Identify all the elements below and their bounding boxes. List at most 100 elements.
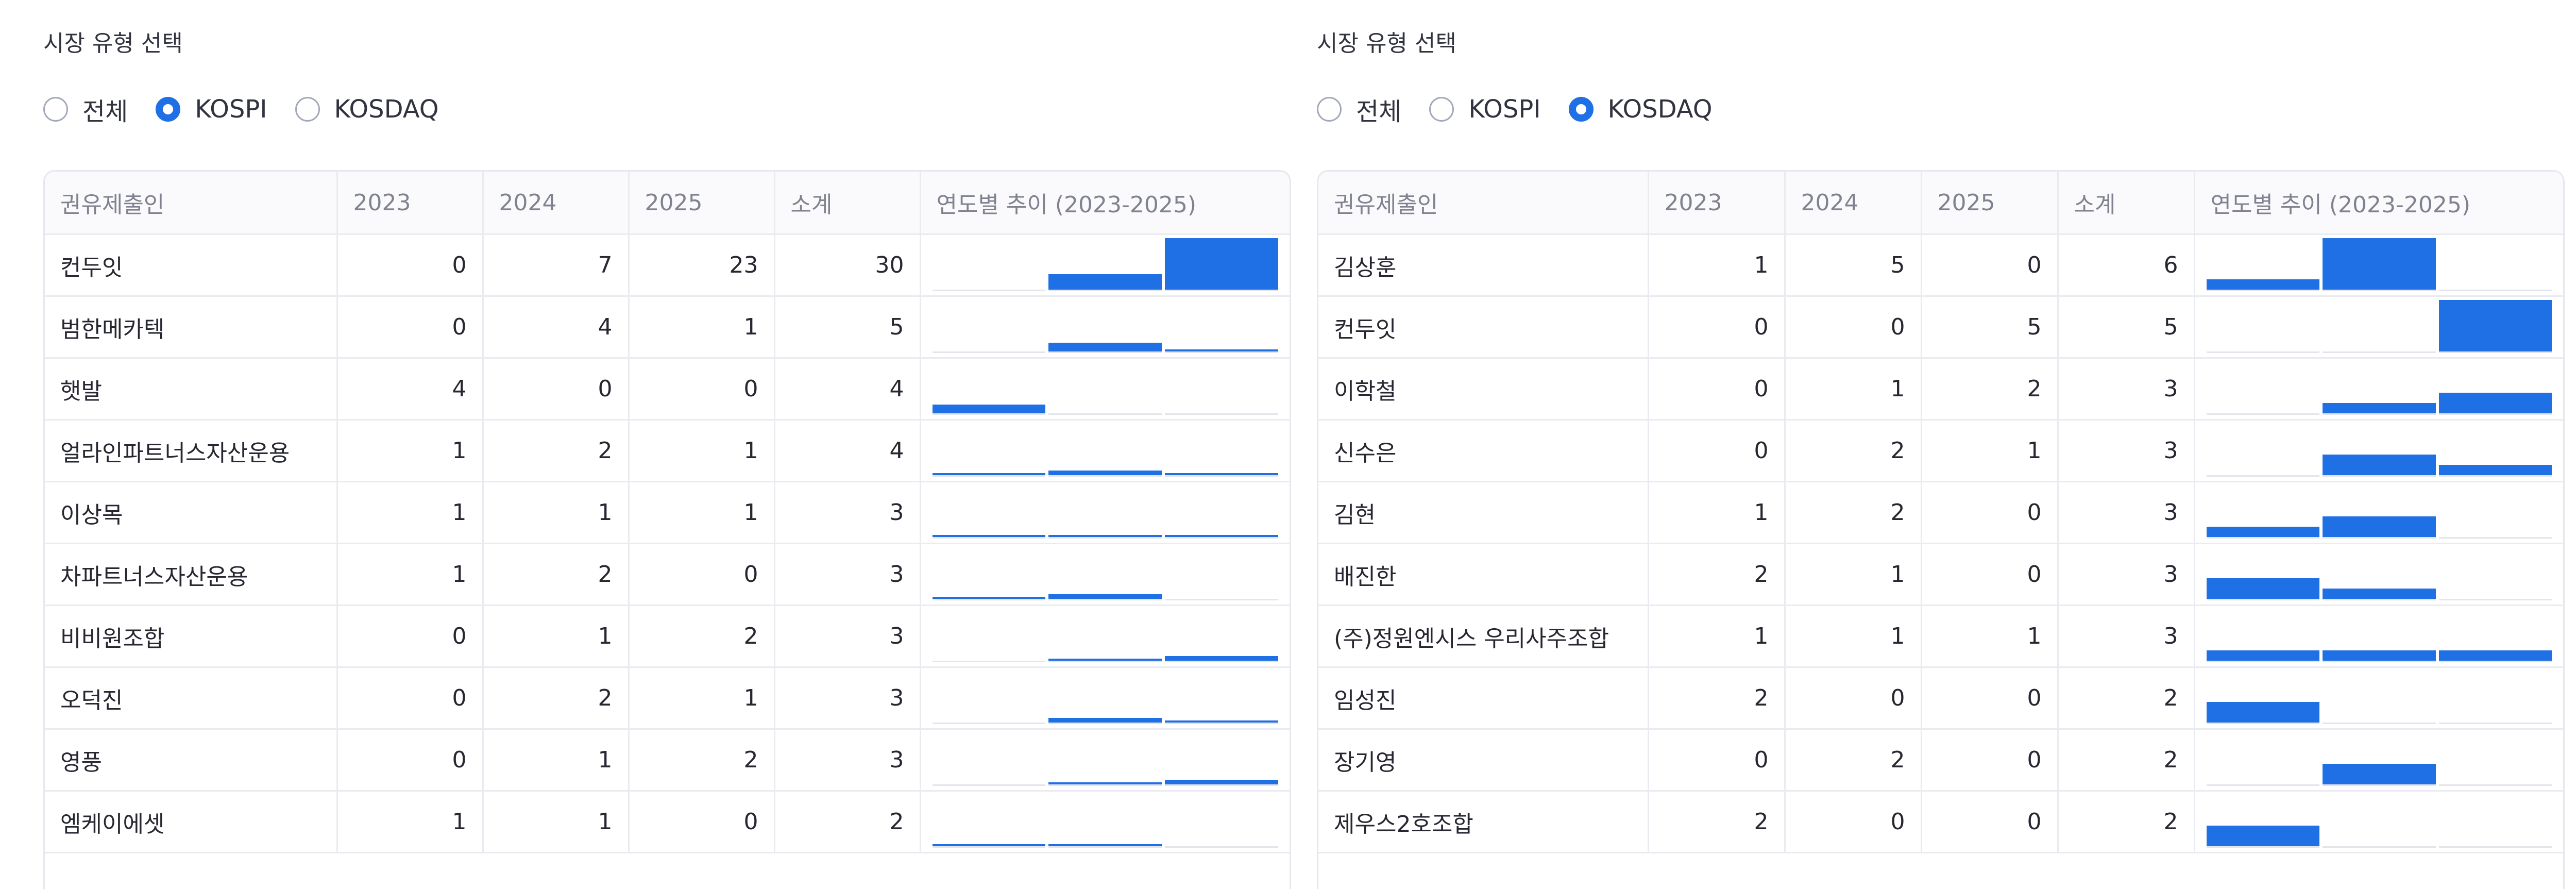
sparkline-bar-2023 [2206, 701, 2319, 723]
subtotal-cell: 3 [774, 543, 921, 606]
sparkline-slot-2024 [2323, 362, 2436, 415]
table-row[interactable]: 영풍 0 1 2 3 [45, 729, 1290, 792]
table-row[interactable]: 임성진 2 0 0 2 [1318, 667, 2563, 730]
radio-option-all[interactable]: 전체 [1317, 91, 1401, 127]
year-2024-cell: 2 [1785, 729, 1922, 792]
yearly-trend-cell [920, 358, 1290, 421]
year-2024-cell: 0 [1785, 667, 1922, 730]
sparkline-slot-2025 [1165, 238, 1278, 291]
radio-option-kospi[interactable]: KOSPI [156, 95, 267, 124]
radio-label: KOSPI [195, 95, 267, 124]
sparkline-slot-2025 [2438, 238, 2552, 291]
sparkline-slot-2025 [2438, 795, 2552, 848]
subtotal-cell: 6 [2058, 234, 2195, 297]
sparkline-bar-2023 [932, 596, 1046, 599]
table-row[interactable]: 엠케이에셋 1 1 0 2 [45, 791, 1290, 853]
table-row[interactable]: 신수은 0 2 1 3 [1318, 420, 2563, 482]
trend-sparkline [932, 609, 1279, 662]
year-2023-cell: 0 [337, 729, 484, 792]
year-2024-cell: 0 [483, 358, 630, 421]
table-row[interactable]: 차파트너스자산운용 1 2 0 3 [45, 543, 1290, 606]
sparkline-bar-2024 [2323, 238, 2436, 290]
radio-option-kosdaq[interactable]: KOSDAQ [295, 95, 439, 124]
yearly-trend-cell [2194, 234, 2563, 297]
table-header-row: 권유제출인 2023 2024 2025 소계 연도별 추이 (2023-202… [1318, 172, 2563, 235]
radio-label: 전체 [1356, 97, 1402, 126]
table-row[interactable]: 얼라인파트너스자산운용 1 2 1 4 [45, 420, 1290, 482]
column-header[interactable]: 연도별 추이 (2023-2025) [920, 172, 1290, 235]
table-row[interactable]: 김현 1 2 0 3 [1318, 481, 2563, 544]
table-row[interactable]: 장기영 0 2 0 2 [1318, 729, 2563, 792]
year-2023-cell: 0 [337, 605, 484, 668]
radio-circle-icon[interactable] [1317, 97, 1342, 122]
radio-circle-icon[interactable] [43, 97, 68, 122]
sparkline-bar-2024 [2323, 454, 2436, 475]
column-header[interactable]: 2024 [483, 172, 630, 235]
radio-circle-icon[interactable] [295, 97, 320, 122]
year-2024-cell: 1 [483, 729, 630, 792]
year-2025-cell: 1 [629, 420, 775, 482]
subtotal-cell: 3 [2058, 543, 2195, 606]
year-2025-cell: 2 [629, 729, 775, 792]
sparkline-slot-2024 [2323, 609, 2436, 662]
table-row[interactable]: 범한메카텍 0 4 1 5 [45, 296, 1290, 359]
radio-circle-checked-icon[interactable] [156, 97, 181, 122]
sparkline-slot-2025 [2438, 485, 2552, 539]
yearly-trend-cell [920, 481, 1290, 544]
sparkline-slot-2024 [1048, 238, 1162, 291]
table-row[interactable]: 컨두잇 0 0 5 5 [1318, 296, 2563, 359]
table-row[interactable]: 이상목 1 1 1 3 [45, 481, 1290, 544]
year-2025-cell: 0 [629, 791, 775, 853]
table-row[interactable]: 배진한 2 1 0 3 [1318, 543, 2563, 606]
radio-option-kospi[interactable]: KOSPI [1429, 95, 1541, 124]
column-header[interactable]: 2024 [1785, 172, 1922, 235]
column-header[interactable]: 소계 [2058, 172, 2195, 235]
table-row[interactable]: 김상훈 1 5 0 6 [1318, 234, 2563, 297]
sparkline-slot-2025 [1165, 485, 1278, 539]
year-2023-cell: 1 [337, 420, 484, 482]
column-header[interactable]: 2023 [1648, 172, 1786, 235]
solicitor-name-cell: 차파트너스자산운용 [45, 543, 338, 606]
radio-circle-checked-icon[interactable] [1568, 97, 1594, 122]
column-header[interactable]: 권유제출인 [1318, 172, 1649, 235]
table-row[interactable]: 햇발 4 0 0 4 [45, 358, 1290, 421]
column-header[interactable]: 권유제출인 [45, 172, 338, 235]
table-row[interactable]: 이학철 0 1 2 3 [1318, 358, 2563, 421]
radio-option-all[interactable]: 전체 [43, 91, 128, 127]
trend-sparkline [2206, 609, 2552, 662]
subtotal-cell: 3 [774, 729, 921, 792]
column-header[interactable]: 2025 [1921, 172, 2059, 235]
yearly-trend-cell [920, 543, 1290, 606]
sparkline-slot-2023 [2206, 362, 2319, 415]
subtotal-cell: 3 [774, 481, 921, 544]
column-header[interactable]: 연도별 추이 (2023-2025) [2194, 172, 2563, 235]
solicitor-name-cell: 이상목 [45, 481, 338, 544]
table-row[interactable]: (주)정원엔시스 우리사주조합 1 1 1 3 [1318, 605, 2563, 668]
sparkline-bar-2025 [1165, 473, 1278, 475]
solicitor-name-cell: 김현 [1318, 481, 1649, 544]
sparkline-slot-2024 [1048, 609, 1162, 662]
sparkline-slot-2024 [1048, 547, 1162, 600]
column-header[interactable]: 2023 [337, 172, 484, 235]
table-row[interactable]: 오덕진 0 2 1 3 [45, 667, 1290, 730]
table-row[interactable]: 비비원조합 0 1 2 3 [45, 605, 1290, 668]
subtotal-cell: 4 [774, 358, 921, 421]
column-header[interactable]: 2025 [629, 172, 775, 235]
year-2024-cell: 4 [483, 296, 630, 359]
year-2025-cell: 1 [1921, 420, 2059, 482]
column-header[interactable]: 소계 [774, 172, 921, 235]
sparkline-bar-2024 [2323, 588, 2436, 599]
sparkline-slot-2024 [1048, 300, 1162, 353]
trend-sparkline [2206, 299, 2552, 353]
sparkline-slot-2024 [1048, 424, 1162, 477]
radio-option-kosdaq[interactable]: KOSDAQ [1568, 95, 1713, 124]
yearly-trend-cell [920, 729, 1290, 792]
table-row[interactable]: 컨두잇 0 7 23 30 [45, 234, 1290, 297]
year-2025-cell: 0 [1921, 234, 2059, 297]
year-2024-cell: 2 [1785, 420, 1922, 482]
radio-circle-icon[interactable] [1429, 97, 1454, 122]
sparkline-slot-2023 [2206, 300, 2319, 353]
year-2024-cell: 2 [1785, 481, 1922, 544]
table-row[interactable]: 제우스2호조합 2 0 0 2 [1318, 791, 2563, 853]
yearly-trend-cell [920, 791, 1290, 853]
